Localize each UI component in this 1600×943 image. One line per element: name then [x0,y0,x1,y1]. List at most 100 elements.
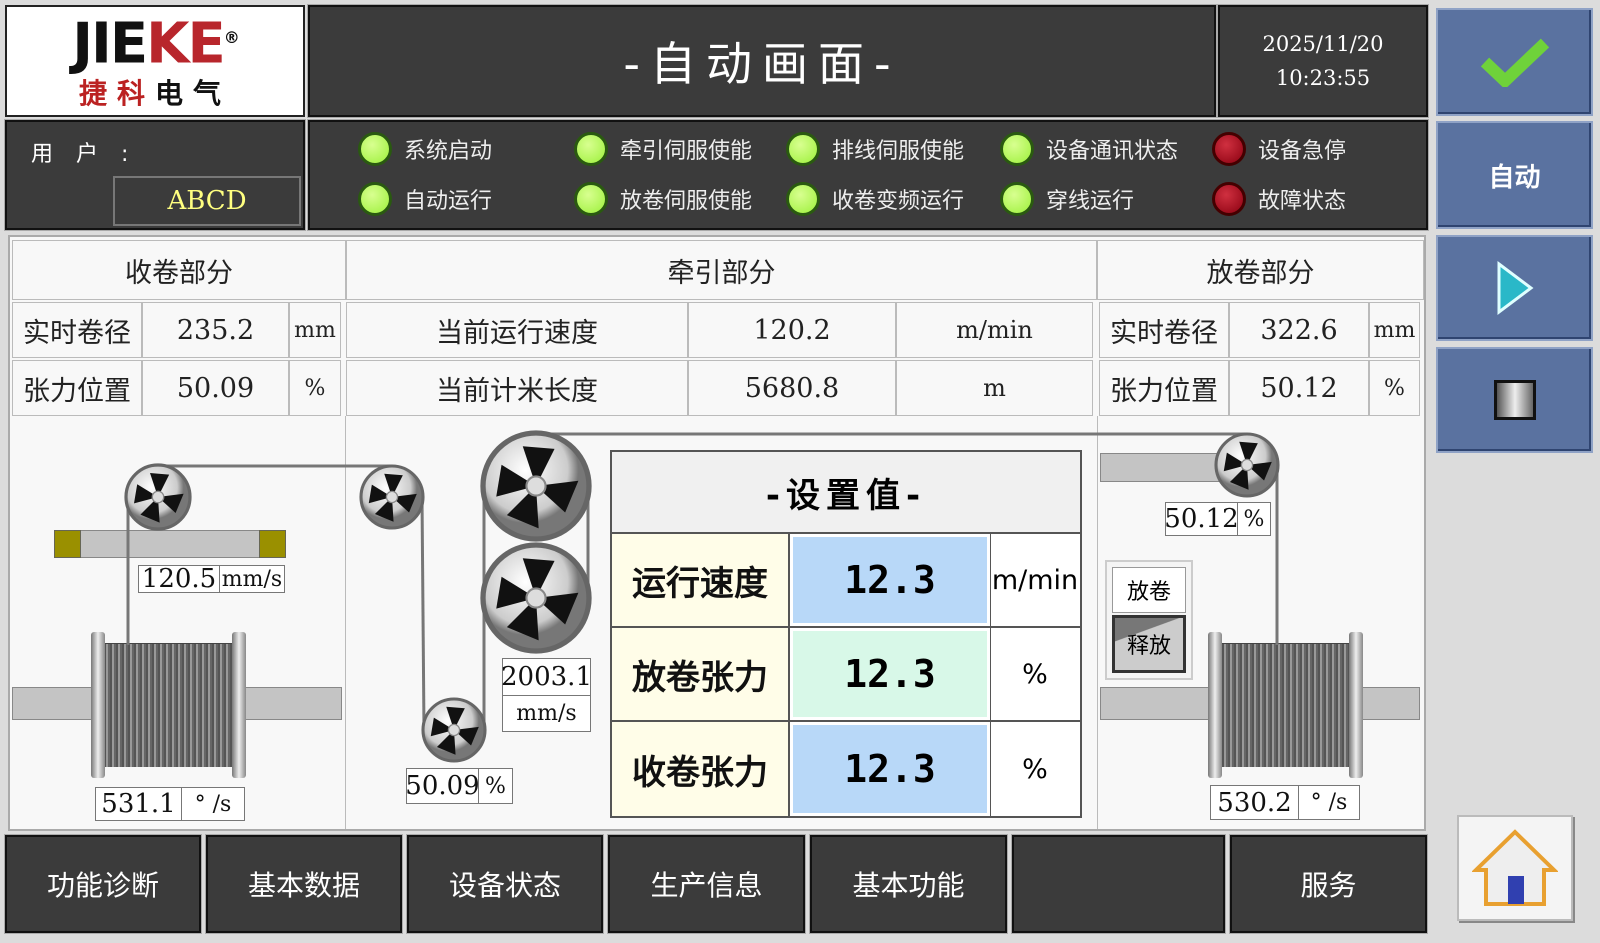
nav-basic-functions[interactable]: 基本功能 [809,834,1008,934]
run-speed-unit: m/min [991,564,1079,596]
value: 531.1 [101,789,176,819]
traction-speed-value: 120.2 [688,302,896,358]
logo: JIEKE® 捷科电气 [5,5,305,117]
unit: % [478,769,512,803]
run-speed-label: 运行速度 [612,534,790,626]
status-indicators: 系统启动 牵引伺服使能 排线伺服使能 设备通讯状态 设备急停 自动运行 放卷伺服使能 收卷变频… [307,119,1429,231]
unwinding-tension-unit: % [1369,360,1420,416]
release-button[interactable]: 释放 [1112,615,1186,673]
led-on-icon [358,182,392,216]
unwinding-spool [1222,643,1350,767]
led-off-icon [1212,182,1246,216]
winding-tension-unit: % [289,360,341,416]
unwinding-section-title: 放卷部分 [1097,240,1424,300]
unwinding-tension-value: 50.12 [1229,360,1369,416]
winding-traverse-speed: 120.5 mm/s [138,564,285,594]
unit: mm/s [503,694,590,731]
winding-diameter-unit: mm [289,302,341,358]
unwind-control: 放卷 释放 [1105,560,1193,680]
page-title: -自动画面- [307,4,1217,118]
settings-panel: -设置值- 运行速度 12.3 m/min 放卷张力 12.3% 收卷张力 12.3% [610,450,1082,818]
tension-pulley [423,699,485,761]
section-divider [345,416,346,829]
status-indicator: 设备急停 [1212,132,1346,166]
traction-length-unit: m [896,360,1093,416]
indicator-label: 放卷伺服使能 [620,189,753,214]
auto-mode-button[interactable]: 自动 [1436,121,1593,229]
indicator-label: 故障状态 [1258,189,1347,214]
guide-pulley [361,466,423,528]
value: 2003.1 [501,661,592,692]
traction-length-value: 5680.8 [688,360,896,416]
stop-icon [1493,380,1536,420]
nav-function-diagnosis[interactable]: 功能诊断 [4,834,202,934]
winding-tension-label: 张力位置 [12,360,142,416]
nav-basic-data[interactable]: 基本数据 [205,834,403,934]
unwind-tension-label: 放卷张力 [612,628,790,720]
traction-pulley-top [483,433,589,539]
indicator-label: 自动运行 [404,189,493,214]
unwind-tension-input[interactable]: 12.3 [789,627,991,721]
winding-tension-readout: 50.09% [405,768,513,804]
traction-section-title: 牵引部分 [346,240,1097,300]
nav-empty[interactable] [1011,834,1226,934]
status-indicator: 收卷变频运行 [786,182,964,216]
traction-pulley-bottom [483,545,589,651]
indicator-label: 系统启动 [404,139,493,164]
section-divider [1097,416,1098,829]
status-indicator: 放卷伺服使能 [574,182,752,216]
status-indicator: 排线伺服使能 [786,132,964,166]
settings-title: -设置值- [612,452,1080,532]
spool-flange [91,632,105,778]
unwinding-diameter-unit: mm [1369,302,1420,358]
led-off-icon [1212,132,1246,166]
unwinding-tension-readout: 50.12% [1164,502,1271,536]
user-panel: 用 户 : ABCD [4,119,306,231]
value: 120.5 [141,564,217,594]
unwinding-dancer-pulley [1216,434,1278,496]
unwinding-diameter-value: 322.6 [1229,302,1369,358]
home-icon [1472,829,1558,906]
indicator-label: 设备急停 [1258,139,1347,164]
nav-service[interactable]: 服务 [1229,834,1428,934]
start-button[interactable] [1436,235,1593,341]
led-on-icon [1000,182,1034,216]
nav-device-status[interactable]: 设备状态 [406,834,604,934]
unwinding-tension-label: 张力位置 [1099,360,1229,416]
traverse-limit-right [259,530,286,558]
winding-section-title: 收卷部分 [12,240,346,300]
home-button[interactable] [1457,815,1573,921]
wind-tension-label: 收卷张力 [612,722,790,816]
winding-tension-value: 50.09 [142,360,289,416]
wind-tension-unit: % [1022,753,1048,785]
winding-spool [104,643,232,767]
unwinding-dancer-arm [1100,453,1230,482]
traction-speed-label: 当前运行速度 [346,302,688,358]
led-on-icon [786,182,820,216]
unit: % [1237,503,1270,535]
winding-diameter-value: 235.2 [142,302,289,358]
time: 10:23:55 [1275,66,1371,90]
spool-flange [1208,632,1222,778]
traction-speed-readout: 2003.1 mm/s [501,658,592,732]
unit: ° /s [1298,786,1359,819]
nav-production-info[interactable]: 生产信息 [607,834,806,934]
traction-speed-unit: m/min [896,302,1093,358]
status-indicator: 自动运行 [358,182,492,216]
status-indicator: 系统启动 [358,132,492,166]
winding-pulley [126,465,190,529]
run-speed-input[interactable]: 12.3 [789,533,991,627]
date: 2025/11/20 [1262,32,1384,56]
traverse-limit-left [54,530,81,558]
wind-tension-input[interactable]: 12.3 [789,721,991,817]
stop-button[interactable] [1436,347,1593,453]
status-indicator: 牵引伺服使能 [574,132,752,166]
indicator-label: 排线伺服使能 [832,139,965,164]
confirm-button[interactable] [1436,8,1593,116]
led-on-icon [786,132,820,166]
spool-flange [232,632,246,778]
indicator-label: 收卷变频运行 [832,189,965,214]
indicator-label: 牵引伺服使能 [620,139,753,164]
logo-text: JIEKE® [72,11,240,77]
